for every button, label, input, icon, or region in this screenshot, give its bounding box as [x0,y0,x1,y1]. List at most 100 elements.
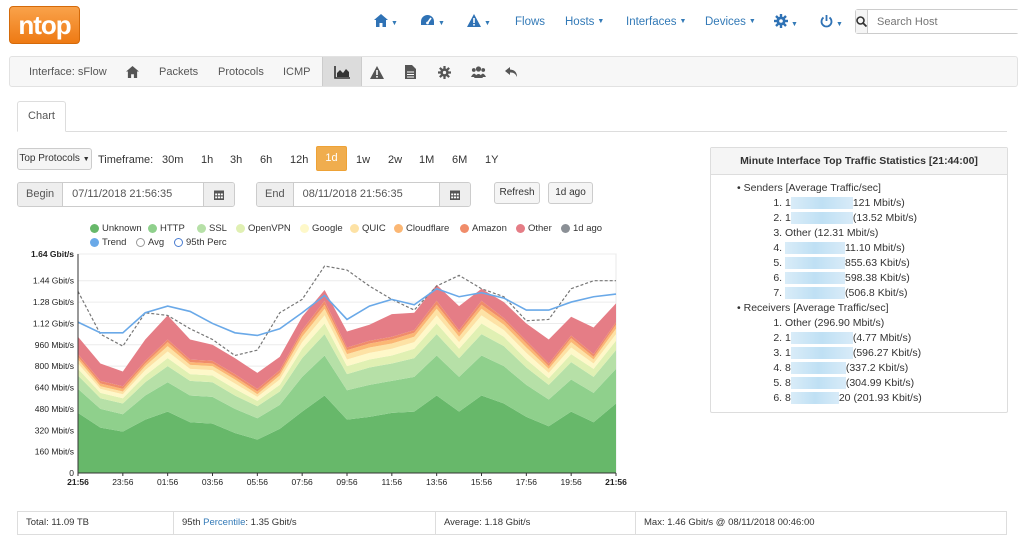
stat-entry[interactable]: 8 (304.99 Kbit/s) [785,376,1007,391]
stat-entry[interactable]: 855.63 Kbit/s) [785,256,1007,271]
legend-item-ssl[interactable]: SSL [197,223,227,234]
home-menu[interactable]: ▼ [374,14,398,30]
gear-icon[interactable] [434,63,454,81]
stat-entry[interactable]: 8 20 (201.93 Kbit/s) [785,391,1007,406]
begin-date-input[interactable]: 07/11/2018 21:56:35 [63,183,203,206]
interfaces-menu[interactable]: Interfaces ▼ [626,16,686,28]
percentile-prefix: 95th [182,517,201,528]
users-icon[interactable] [468,63,488,81]
legend-swatch [300,224,309,233]
legend-item-trend[interactable]: Trend [90,237,126,248]
search-host-input[interactable] [868,10,1019,33]
legend-item-other[interactable]: Other [516,223,552,234]
redacted-host [785,272,845,285]
timeframe-3h[interactable]: 3h [230,154,243,166]
host-prefix: 8 [785,392,791,404]
legend-swatch [561,224,570,233]
back-arrow-icon[interactable] [501,63,521,81]
x-tick-label: 19:56 [561,477,583,487]
refresh-button[interactable]: Refresh [494,182,540,204]
timeframe-1m[interactable]: 1M [419,154,435,166]
stat-value: (304.99 Kbit/s) [845,377,915,389]
legend-item-amazon[interactable]: Amazon [460,223,507,234]
area-other [78,284,616,389]
stat-entry[interactable]: 1 121 Mbit/s) [785,196,1007,211]
footer-average: Average: 1.18 Gbit/s [436,512,636,534]
panel-title: Minute Interface Top Traffic Statistics … [711,148,1007,175]
senders-label: Senders [Average Traffic/sec] [743,182,881,194]
settings-menu[interactable]: ▼ [774,14,798,31]
legend-item-95th-perc[interactable]: 95th Perc [174,237,227,248]
stat-entry[interactable]: 1 (596.27 Kbit/s) [785,346,1007,361]
x-tick-label: 03:56 [202,477,224,487]
icmp-link[interactable]: ICMP [283,66,311,78]
dashboard-menu[interactable]: ▼ [420,14,445,30]
y-tick-label: 960 Mbit/s [35,340,74,350]
alerts-menu[interactable]: ▼ [467,14,491,30]
legend-label: QUIC [362,223,386,234]
percentile-link[interactable]: Percentile [203,517,246,528]
stat-entry[interactable]: Other (296.90 Mbit/s) [785,316,1007,331]
redacted-host [785,287,845,300]
flows-link[interactable]: Flows [515,16,546,28]
percentile-value: : 1.35 Gbit/s [245,517,297,528]
legend-item-unknown[interactable]: Unknown [90,223,142,234]
search-icon [856,16,867,27]
power-menu[interactable]: ▼ [820,14,843,31]
legend-swatch [394,224,403,233]
packets-link[interactable]: Packets [159,66,199,78]
timeframe-1w[interactable]: 1w [356,154,371,166]
ntop-logo[interactable]: ntop [9,6,80,44]
timeframe-2w[interactable]: 2w [388,154,403,166]
hosts-menu[interactable]: Hosts ▼ [565,16,604,28]
area-http [78,355,616,440]
search-button[interactable] [856,10,868,33]
legend-item-avg[interactable]: Avg [136,237,164,248]
legend-item-openvpn[interactable]: OpenVPN [236,223,291,234]
legend-item-quic[interactable]: QUIC [350,223,386,234]
stat-entry[interactable]: 598.38 Kbit/s) [785,271,1007,286]
stat-entry[interactable]: 1 (13.52 Mbit/s) [785,211,1007,226]
tab-chart[interactable]: Chart [17,101,66,132]
devices-menu[interactable]: Devices ▼ [705,16,756,28]
timeframe-12h[interactable]: 12h [290,154,309,166]
document-icon[interactable] [400,63,420,81]
y-tick-label: 480 Mbit/s [35,404,74,414]
timeframe-1h[interactable]: 1h [201,154,214,166]
power-icon [820,15,833,28]
stat-entry[interactable]: (506.8 Kbit/s) [785,286,1007,301]
begin-label: Begin [18,183,64,206]
timeframe-6m[interactable]: 6M [452,154,468,166]
timeframe-1y[interactable]: 1Y [485,154,499,166]
x-tick-label: 07:56 [292,477,314,487]
stat-entry[interactable]: 11.10 Mbit/s) [785,241,1007,256]
legend-label: Other [528,223,552,234]
timeframe-6h[interactable]: 6h [260,154,273,166]
legend-item-google[interactable]: Google [300,223,343,234]
legend-label: Unknown [102,223,142,234]
host-prefix: 1 [785,347,791,359]
redacted-host [785,242,845,255]
calendar-icon[interactable] [203,183,234,206]
protocols-link[interactable]: Protocols [218,66,264,78]
warning-icon[interactable] [367,63,387,81]
legend-item-http[interactable]: HTTP [148,223,185,234]
stat-entry[interactable]: 8 (337.2 Kbit/s) [785,361,1007,376]
timeframe-1d[interactable]: 1d [316,146,347,171]
end-date-input[interactable]: 08/11/2018 21:56:35 [293,183,439,206]
calendar-icon[interactable] [439,183,470,206]
stat-entry[interactable]: Other (12.31 Mbit/s) [785,226,1007,241]
top-protocols-dropdown[interactable]: Top Protocols ▼ [17,148,92,170]
interface-label[interactable]: Interface: sFlow [29,66,107,78]
legend-item-1d-ago[interactable]: 1d ago [561,223,602,234]
home-icon[interactable] [122,63,142,81]
1d-ago-button[interactable]: 1d ago [548,182,593,204]
legend-item-cloudflare[interactable]: Cloudflare [394,223,449,234]
host-prefix: 8 [785,362,791,374]
stat-entry[interactable]: 1 (4.77 Mbit/s) [785,331,1007,346]
line-1d-ago [77,265,616,357]
timeframe-30m[interactable]: 30m [162,154,184,166]
area-chart-icon[interactable] [332,63,352,81]
x-tick-label: 23:56 [112,477,134,487]
area-unknown [78,395,616,473]
